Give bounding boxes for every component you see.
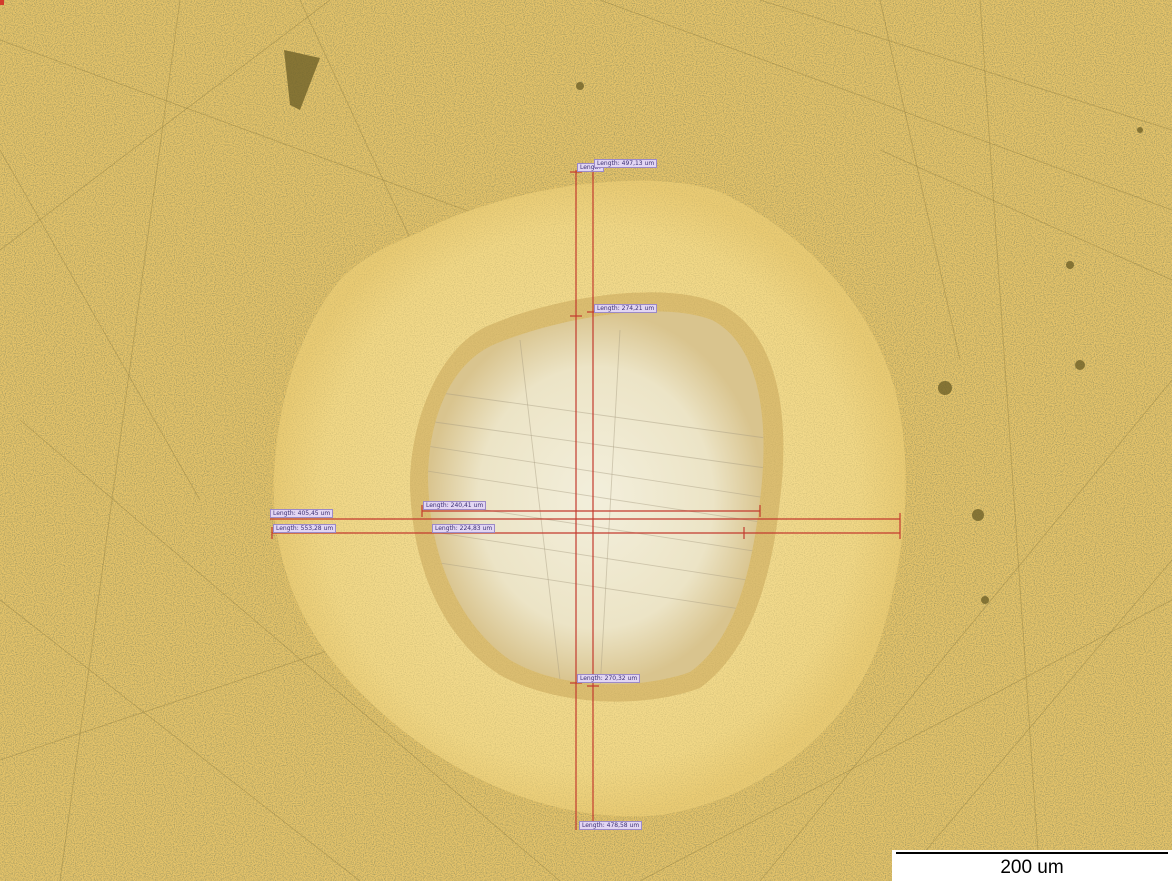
inclusions [284, 50, 1143, 604]
scale-bar-line [896, 852, 1168, 854]
measurement-overlay [270, 164, 901, 830]
scale-bar: 200 um [892, 850, 1172, 881]
label-v-inner-top: Length: 274,21 um [594, 304, 658, 313]
bare-core [428, 311, 764, 685]
label-v-outer-right: Length: 497,13 um [594, 159, 658, 168]
core-scratches [428, 329, 764, 685]
label-h-outer-top: Length: 405,45 um [270, 509, 334, 518]
label-h-inner-bottom: Length: 224,83 um [432, 524, 496, 533]
label-v-outer-bottom: Length: 478,58 um [579, 821, 643, 830]
label-v-inner-bottom: Length: 270,32 um [577, 674, 641, 683]
label-h-inner-top: Length: 240,41 um [423, 501, 487, 510]
scale-bar-label: 200 um [1000, 857, 1064, 878]
corner-marker [0, 0, 4, 5]
label-h-outer-bottom: Length: 553,28 um [273, 524, 337, 533]
